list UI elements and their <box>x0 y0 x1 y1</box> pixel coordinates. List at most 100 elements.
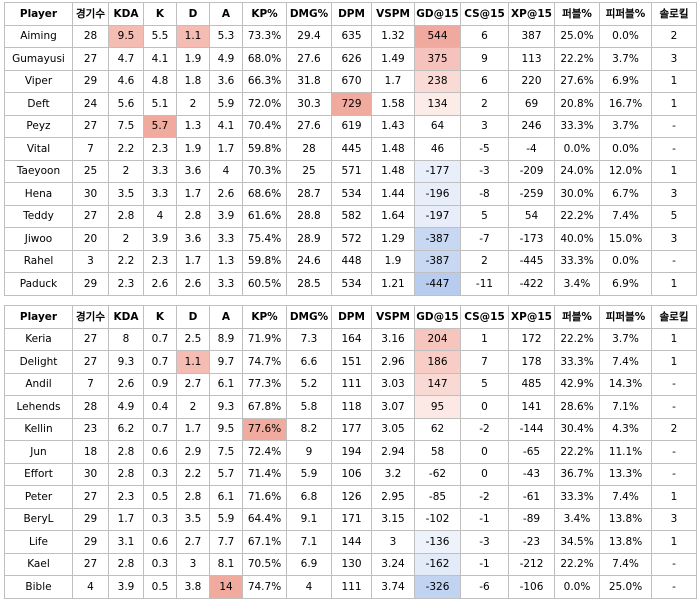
player-cell: Peter <box>4 485 73 509</box>
stat-cell: 3.3 <box>143 159 177 183</box>
stat-cell: -2 <box>460 485 509 509</box>
stat-cell: 54 <box>508 204 555 228</box>
stat-cell: 5 <box>460 204 509 228</box>
stat-cell: -387 <box>414 227 461 251</box>
stat-cell: 5.3 <box>209 24 243 48</box>
stat-cell: 72.4% <box>242 440 287 464</box>
stat-cell: 29 <box>72 507 109 531</box>
stat-cell: 134 <box>414 92 461 116</box>
header-cell: D <box>176 2 210 26</box>
header-cell: KP% <box>242 2 287 26</box>
stat-cell: 13.8% <box>599 507 652 531</box>
stat-cell: 27 <box>72 350 109 374</box>
stat-cell: 31.8 <box>286 69 332 93</box>
stat-cell: 13.8% <box>599 530 652 554</box>
stat-cell: 111 <box>331 575 372 599</box>
stat-cell: 5.2 <box>286 372 332 396</box>
stat-cell: 70.3% <box>242 159 287 183</box>
stat-cell: 0.5 <box>143 485 177 509</box>
stat-cell: 5 <box>460 372 509 396</box>
stat-cell: 7 <box>72 137 109 161</box>
player-cell: Keria <box>4 327 73 351</box>
stat-cell: 22.2% <box>554 204 600 228</box>
stat-cell: 0 <box>460 440 509 464</box>
stat-cell: -162 <box>414 552 461 576</box>
data-row: Kael 27 2.8 0.3 3 8.1 70.5% 6.9 130 3.24 -162 -1 -21… <box>4 552 697 576</box>
stat-cell: 9.3 <box>108 350 144 374</box>
stat-cell: -259 <box>508 182 555 206</box>
stat-cell: 7.1 <box>286 530 332 554</box>
header-cell: XP@15 <box>508 2 555 26</box>
stats-table: Player 경기수 KDA K D A KP% DMG% DPM VSPM GD@15 CS@15 X… <box>4 2 697 296</box>
stat-cell: 71.4% <box>242 462 287 486</box>
stat-cell: 77.3% <box>242 372 287 396</box>
stat-cell: 3.4% <box>554 507 600 531</box>
stat-cell: 1.3 <box>176 114 210 138</box>
stat-cell: 3.15 <box>371 507 415 531</box>
player-cell: BeryL <box>4 507 73 531</box>
stat-cell: 0 <box>460 395 509 419</box>
stat-cell: 8.9 <box>209 327 243 351</box>
stat-cell: 0.0% <box>554 137 600 161</box>
stat-cell: 7.4% <box>599 552 652 576</box>
stat-cell: 2.3 <box>108 485 144 509</box>
stat-cell: 2.8 <box>108 552 144 576</box>
stat-cell: 3 <box>371 530 415 554</box>
stat-cell: 20 <box>72 227 109 251</box>
stat-cell: 27.6% <box>554 69 600 93</box>
stat-cell: 186 <box>414 350 461 374</box>
stat-cell: 25.0% <box>599 575 652 599</box>
stat-cell: 6.2 <box>108 417 144 441</box>
stat-cell: 62 <box>414 417 461 441</box>
stat-cell: 177 <box>331 417 372 441</box>
stat-cell: 14.3% <box>599 372 652 396</box>
stat-cell: 30.3 <box>286 92 332 116</box>
stat-cell: 6.9% <box>599 69 652 93</box>
stat-cell: 1.9 <box>176 47 210 71</box>
stat-cell: 111 <box>331 372 372 396</box>
stat-cell: 6.1 <box>209 485 243 509</box>
stat-cell: 2.96 <box>371 350 415 374</box>
player-cell: Viper <box>4 69 73 93</box>
stat-cell: 194 <box>331 440 372 464</box>
stat-cell: 4 <box>143 204 177 228</box>
stat-cell: 24.6 <box>286 249 332 273</box>
stat-cell: 6.7% <box>599 182 652 206</box>
player-cell: Taeyoon <box>4 159 73 183</box>
stat-cell: 2 <box>651 24 697 48</box>
stat-cell: 29 <box>72 272 109 296</box>
stat-cell: 2.7 <box>176 530 210 554</box>
stat-cell: -212 <box>508 552 555 576</box>
stat-cell: 3.74 <box>371 575 415 599</box>
stat-cell: -7 <box>460 227 509 251</box>
stat-cell: 11.1% <box>599 440 652 464</box>
stat-cell: 8.2 <box>286 417 332 441</box>
stat-cell: 1.21 <box>371 272 415 296</box>
stat-cell: 4 <box>209 159 243 183</box>
stat-cell: 3.3 <box>143 182 177 206</box>
stat-cell: 1.64 <box>371 204 415 228</box>
stat-cell: 22.2% <box>554 552 600 576</box>
header-cell: Player <box>4 2 73 26</box>
stat-cell: 4.7 <box>108 47 144 71</box>
stat-cell: 2.95 <box>371 485 415 509</box>
stat-cell: 28 <box>286 137 332 161</box>
stat-cell: 9.5 <box>108 24 144 48</box>
stat-cell: 27 <box>72 552 109 576</box>
stat-cell: -85 <box>414 485 461 509</box>
stat-cell: 8.1 <box>209 552 243 576</box>
stat-cell: 27 <box>72 47 109 71</box>
stat-cell: 3 <box>72 249 109 273</box>
stat-cell: 445 <box>331 137 372 161</box>
stat-cell: 0.7 <box>143 327 177 351</box>
stat-cell: 42.9% <box>554 372 600 396</box>
stat-cell: 2.2 <box>108 249 144 273</box>
player-cell: Life <box>4 530 73 554</box>
stat-cell: -136 <box>414 530 461 554</box>
stat-cell: -5 <box>460 137 509 161</box>
stat-cell: 1.29 <box>371 227 415 251</box>
data-row: BeryL 29 1.7 0.3 3.5 5.9 64.4% 9.1 171 3.15 -102 -1… <box>4 507 697 531</box>
stat-cell: 3 <box>651 47 697 71</box>
stat-cell: 7.1% <box>599 395 652 419</box>
stat-cell: 3.6 <box>209 69 243 93</box>
